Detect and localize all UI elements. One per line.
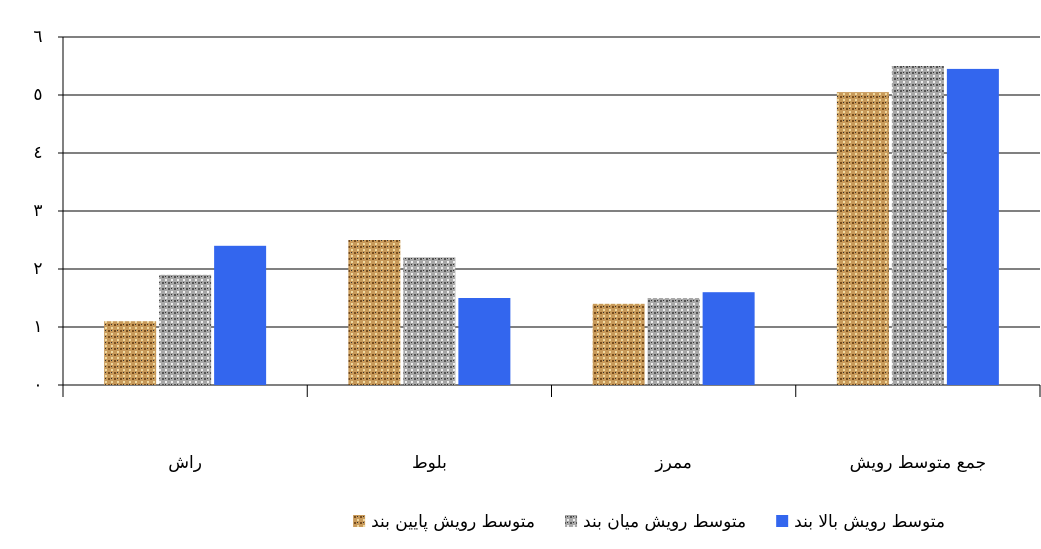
y-tick-label: ٢ — [33, 259, 42, 279]
bar — [403, 257, 456, 385]
y-tick-label: ٠ — [33, 375, 42, 395]
x-tick-label: جمع متوسط رویش — [850, 453, 986, 473]
y-tick-label: ٤ — [33, 143, 42, 163]
bar — [702, 292, 755, 385]
y-tick-label: ١ — [33, 317, 42, 337]
y-tick-label: ٥ — [33, 85, 42, 105]
bar — [104, 321, 157, 385]
bar — [348, 240, 401, 385]
y-tick-label: ٦ — [33, 27, 42, 47]
legend-swatch — [353, 515, 366, 527]
legend-swatch — [776, 515, 789, 527]
bar — [592, 303, 645, 385]
bar — [214, 245, 267, 385]
bar — [458, 298, 511, 385]
bar — [647, 298, 700, 385]
legend-label: متوسط رویش پایین بند — [371, 512, 535, 532]
y-tick-label: ٣ — [33, 201, 42, 221]
legend-label: متوسط رویش بالا بند — [794, 512, 945, 532]
bar — [836, 92, 889, 385]
legend-swatch — [565, 515, 578, 527]
bar — [159, 274, 212, 385]
x-tick-label: راش — [168, 453, 202, 473]
bar — [946, 68, 999, 386]
x-tick-label: بلوط — [412, 453, 447, 473]
legend-label: متوسط رویش میان بند — [583, 512, 746, 532]
x-tick-label: ممرز — [654, 453, 692, 473]
bar — [891, 66, 944, 385]
